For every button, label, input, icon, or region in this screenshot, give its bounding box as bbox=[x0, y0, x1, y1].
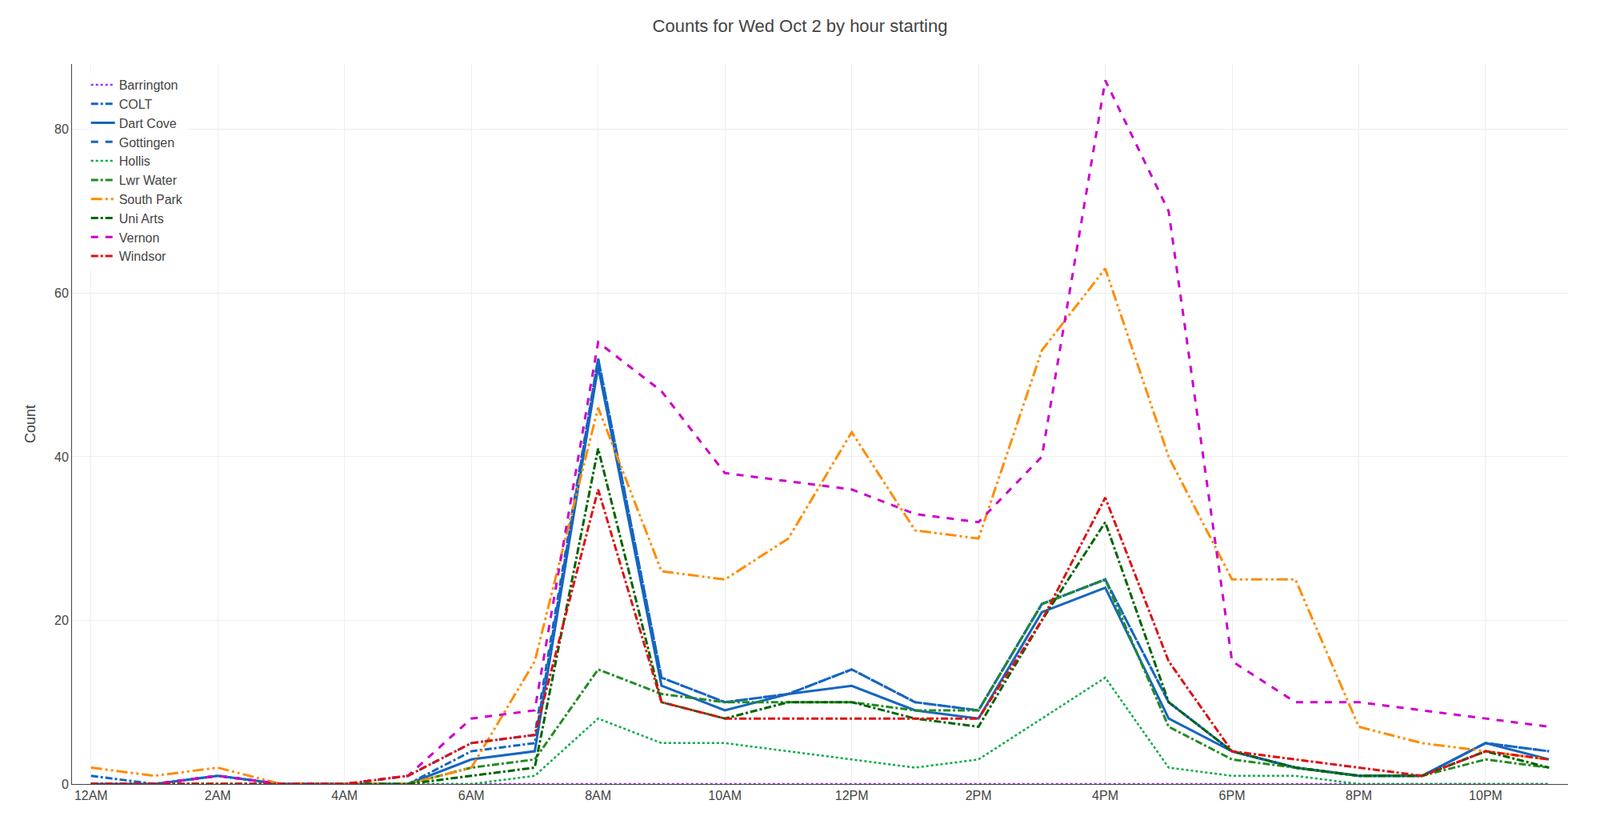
svg-text:Dart Cove: Dart Cove bbox=[119, 116, 177, 131]
svg-text:4PM: 4PM bbox=[1092, 788, 1119, 803]
svg-text:8AM: 8AM bbox=[584, 788, 612, 803]
svg-text:South Park: South Park bbox=[119, 192, 184, 207]
svg-text:Hollis: Hollis bbox=[119, 154, 151, 168]
svg-text:6AM: 6AM bbox=[458, 788, 485, 803]
svg-text:Barrington: Barrington bbox=[119, 78, 179, 92]
svg-text:2AM: 2AM bbox=[204, 788, 232, 803]
svg-text:Lwr Water: Lwr Water bbox=[119, 173, 178, 188]
svg-text:60: 60 bbox=[54, 286, 69, 300]
svg-text:2PM: 2PM bbox=[965, 788, 992, 803]
svg-text:80: 80 bbox=[54, 122, 69, 136]
svg-text:0: 0 bbox=[61, 777, 69, 792]
svg-text:Count: Count bbox=[22, 404, 39, 444]
svg-text:Uni Arts: Uni Arts bbox=[119, 212, 164, 226]
svg-text:Vernon: Vernon bbox=[119, 231, 160, 245]
svg-text:40: 40 bbox=[54, 450, 69, 464]
svg-text:12AM: 12AM bbox=[74, 788, 108, 803]
svg-text:Gottingen: Gottingen bbox=[119, 136, 175, 150]
svg-text:10AM: 10AM bbox=[708, 788, 742, 803]
svg-text:8PM: 8PM bbox=[1345, 788, 1372, 803]
svg-text:Counts for Wed Oct 2 by hour s: Counts for Wed Oct 2 by hour starting bbox=[652, 16, 948, 36]
svg-text:12PM: 12PM bbox=[835, 788, 869, 803]
svg-text:COLT: COLT bbox=[119, 97, 153, 112]
svg-text:6PM: 6PM bbox=[1219, 788, 1246, 803]
svg-text:20: 20 bbox=[54, 613, 69, 628]
svg-text:Windsor: Windsor bbox=[119, 249, 167, 264]
svg-text:10PM: 10PM bbox=[1468, 788, 1503, 803]
svg-text:4AM: 4AM bbox=[331, 788, 358, 803]
